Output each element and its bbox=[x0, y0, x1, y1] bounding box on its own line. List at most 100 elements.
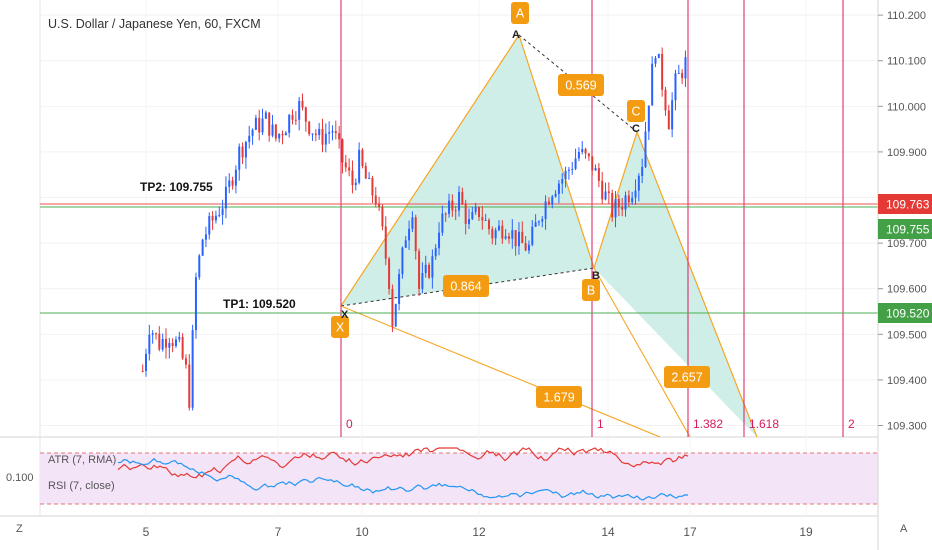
candle-body bbox=[394, 303, 397, 327]
candle-body bbox=[644, 131, 647, 167]
candle-body bbox=[547, 201, 550, 205]
candle-body bbox=[521, 231, 524, 244]
candle-body bbox=[224, 186, 227, 209]
candle-body bbox=[344, 162, 347, 168]
indicator-value-label: 0.100 bbox=[6, 472, 34, 484]
price-badge-text: 109.755 bbox=[886, 223, 930, 237]
ratio-badge-text: 1.679 bbox=[543, 391, 574, 405]
candle-body bbox=[671, 100, 674, 130]
candle-body bbox=[388, 258, 391, 290]
candle-body bbox=[374, 195, 377, 204]
candle-body bbox=[408, 228, 411, 241]
candle-body bbox=[221, 208, 224, 215]
candle-body bbox=[514, 230, 517, 247]
x-tick-label: 12 bbox=[472, 525, 486, 539]
candle-body bbox=[501, 225, 504, 239]
candle-body bbox=[208, 216, 211, 235]
candle-body bbox=[464, 204, 467, 224]
candle-body bbox=[204, 234, 207, 240]
candle-body bbox=[461, 191, 464, 205]
pattern-leg bbox=[518, 34, 595, 269]
candle-body bbox=[637, 175, 640, 191]
candle-body bbox=[311, 133, 314, 135]
candle-body bbox=[264, 112, 267, 119]
x-tick-label: 14 bbox=[601, 525, 615, 539]
candle-body bbox=[468, 219, 471, 224]
candle-body bbox=[474, 206, 477, 213]
bd-extension-line bbox=[593, 267, 691, 438]
candle-body bbox=[484, 219, 487, 221]
time-fib-label: 2 bbox=[848, 417, 855, 431]
y-tick-label: 109.700 bbox=[887, 238, 927, 250]
price-axis: 110.200110.100110.000109.900109.800109.7… bbox=[877, 0, 932, 550]
candle-body bbox=[301, 100, 304, 108]
time-axis: 5 7 10 12 14 17 19 bbox=[143, 525, 813, 539]
candle-body bbox=[647, 105, 650, 132]
candle-body bbox=[517, 231, 520, 247]
candle-body bbox=[368, 177, 371, 179]
candle-body bbox=[624, 195, 627, 210]
candle-body bbox=[304, 107, 307, 122]
candle-body bbox=[278, 133, 281, 139]
candle-body bbox=[524, 243, 527, 251]
time-fib-label: 1.382 bbox=[693, 417, 723, 431]
point-b-badge-text: B bbox=[587, 284, 595, 298]
candle-body bbox=[228, 180, 231, 187]
price-badge bbox=[878, 303, 932, 323]
candle-body bbox=[334, 131, 337, 134]
pattern-labels: AA XX BB CC 0.569 0.864 1.679 2.657 bbox=[331, 2, 710, 408]
ratio-badge-text: 2.657 bbox=[671, 371, 702, 385]
price-axis-bg bbox=[878, 0, 932, 550]
candle-body bbox=[181, 336, 184, 359]
candle-body bbox=[234, 169, 237, 186]
candle-body bbox=[158, 333, 161, 350]
candle-body bbox=[431, 256, 434, 278]
point-a-badge bbox=[511, 2, 529, 24]
candle-body bbox=[574, 158, 577, 169]
candle-body bbox=[258, 117, 261, 133]
candle-body bbox=[201, 239, 204, 256]
price-badge-text: 109.763 bbox=[886, 198, 930, 212]
time-fib-label: 1.618 bbox=[749, 417, 779, 431]
candle-body bbox=[444, 213, 447, 215]
candle-body bbox=[184, 358, 187, 365]
point-x-marker: X bbox=[341, 309, 349, 321]
candle-body bbox=[641, 166, 644, 176]
candle-body bbox=[354, 182, 357, 186]
candle-body bbox=[581, 148, 584, 153]
candle-body bbox=[168, 342, 171, 348]
candle-body bbox=[324, 133, 327, 145]
candle-body bbox=[271, 124, 274, 136]
candle-body bbox=[604, 191, 607, 200]
candle-body bbox=[154, 333, 157, 335]
candle-body bbox=[541, 219, 544, 222]
timezone-button[interactable]: Z bbox=[16, 523, 23, 535]
point-c-marker: C bbox=[632, 123, 640, 135]
candle-body bbox=[681, 72, 684, 79]
y-tick-label: 109.400 bbox=[887, 375, 927, 387]
candle-body bbox=[141, 370, 144, 372]
candle-body bbox=[601, 180, 604, 200]
candle-body bbox=[617, 198, 620, 208]
candle-body bbox=[567, 169, 570, 171]
candle-body bbox=[378, 203, 381, 207]
price-badge bbox=[878, 194, 932, 214]
candle-body bbox=[597, 168, 600, 181]
candle-body bbox=[328, 132, 331, 134]
point-a-marker: A bbox=[512, 29, 520, 41]
candle-body bbox=[164, 339, 167, 348]
candle-body bbox=[458, 191, 461, 211]
candle-body bbox=[584, 148, 587, 154]
ratio-badge bbox=[558, 74, 604, 96]
candle-body bbox=[321, 128, 324, 145]
auto-scale-button[interactable]: A bbox=[900, 523, 908, 535]
candle-body bbox=[178, 336, 181, 340]
candle-body bbox=[674, 73, 677, 101]
candle-body bbox=[424, 264, 427, 274]
candle-body bbox=[577, 152, 580, 159]
candlesticks bbox=[141, 47, 687, 411]
y-tick-label: 109.500 bbox=[887, 329, 927, 341]
candle-body bbox=[238, 146, 241, 170]
candle-body bbox=[631, 197, 634, 203]
